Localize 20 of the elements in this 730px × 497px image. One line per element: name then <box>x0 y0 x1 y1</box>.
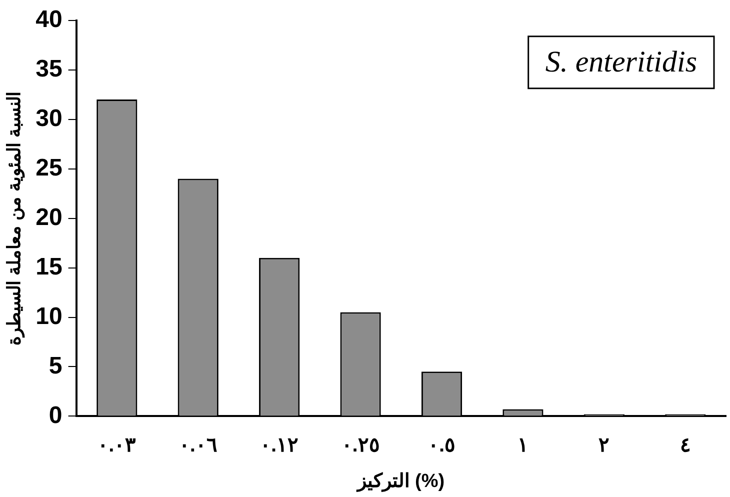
x-tick-label: ٠.٥ <box>428 434 456 457</box>
y-tick-label: 25 <box>36 154 62 182</box>
x-tick-label: ٠.٢٥ <box>341 434 380 457</box>
x-axis-title: التركيز (%) <box>356 470 445 492</box>
x-tick-label: ٠.٠٦ <box>178 434 218 457</box>
y-tick-label: 10 <box>36 302 62 330</box>
x-tick-label: ٠.٠٣ <box>98 434 136 457</box>
y-tick-label: 20 <box>36 204 62 231</box>
x-tick-label: ٢ <box>598 434 610 457</box>
y-tick-label: 30 <box>36 104 62 132</box>
x-tick-label: ٤ <box>680 434 691 457</box>
y-tick-label: 5 <box>48 352 62 380</box>
y-tick-label: 0 <box>48 402 62 429</box>
y-axis-title: النسبة المئوية من معاملة السيطرة <box>4 91 25 346</box>
y-tick-label: 15 <box>36 253 62 280</box>
y-tick-label: 35 <box>36 56 62 82</box>
annotation: S. enteritidis <box>545 45 697 78</box>
x-tick-label: ٠.١٢ <box>260 434 299 457</box>
x-tick-label: ١ <box>517 434 528 457</box>
y-tick-label: 40 <box>36 6 62 34</box>
